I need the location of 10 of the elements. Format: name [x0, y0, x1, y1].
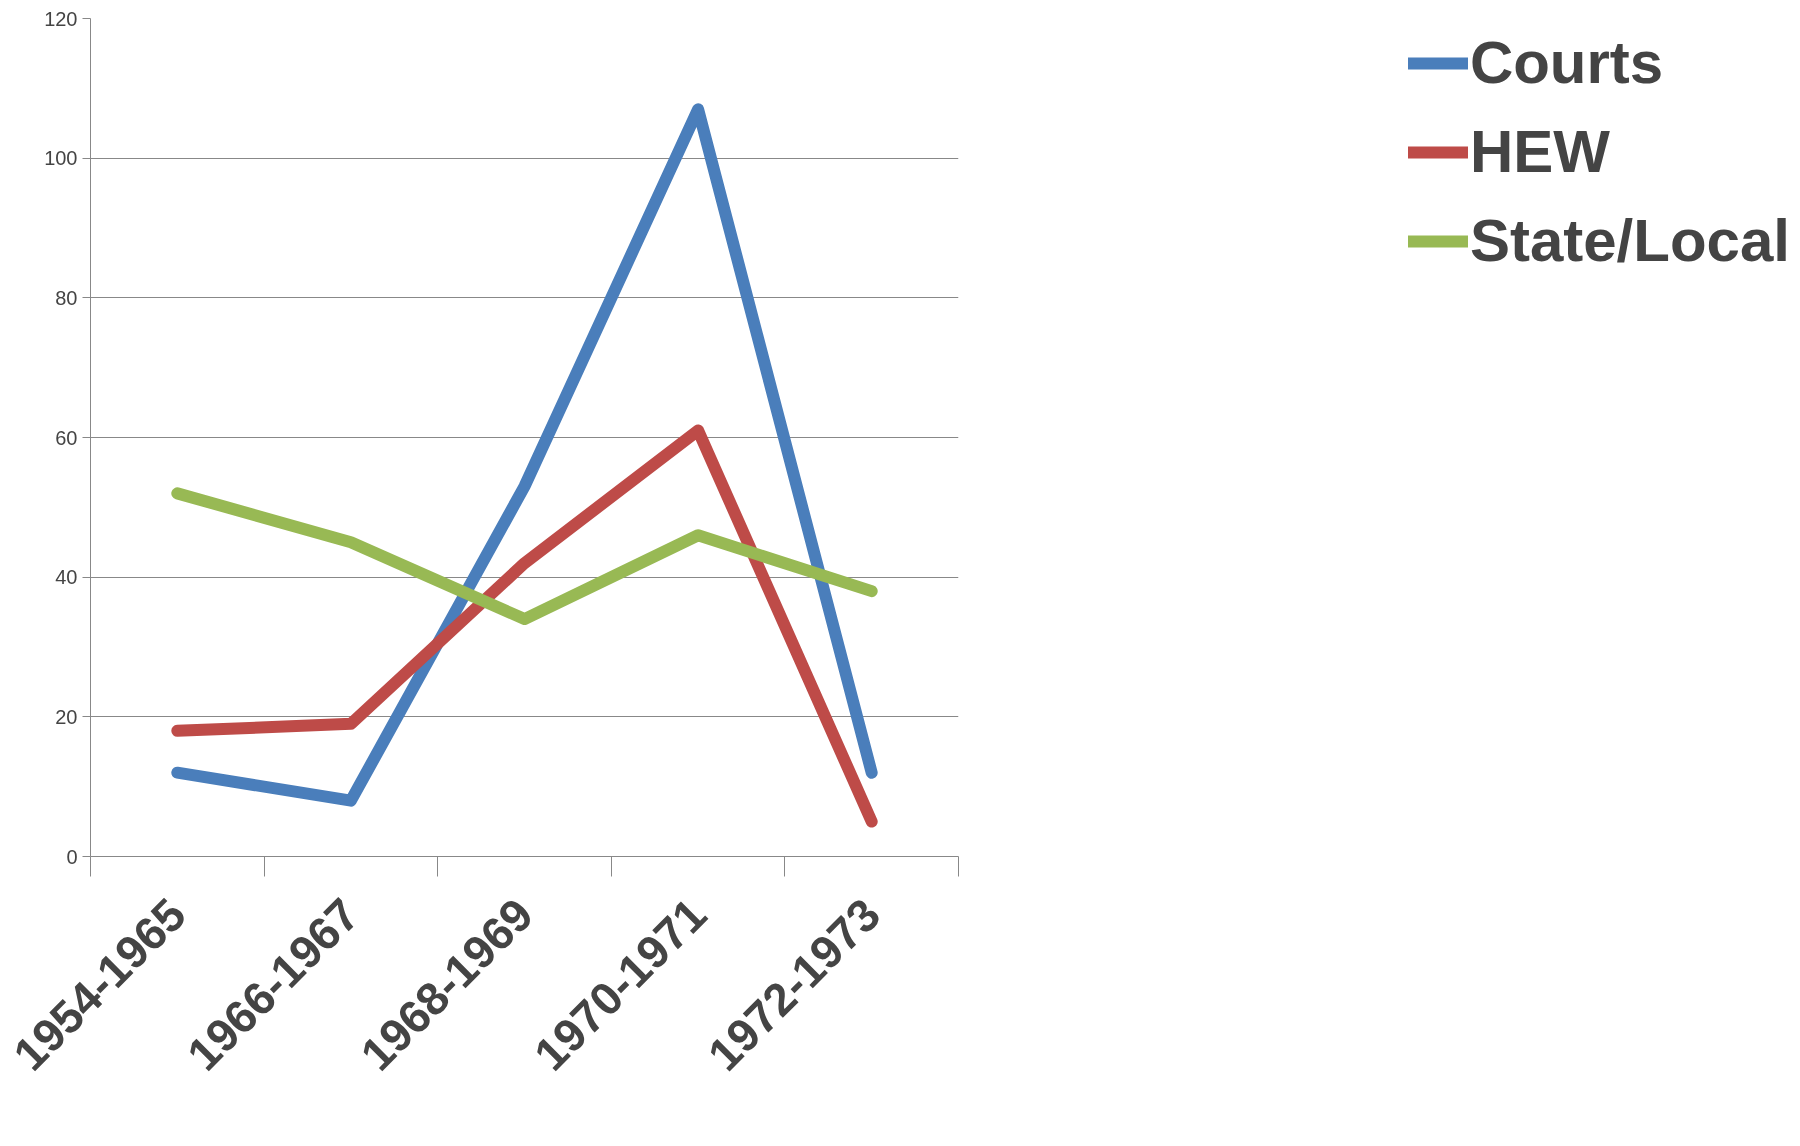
y-tick-label: 60	[55, 426, 78, 449]
y-tick-label: 120	[44, 7, 78, 30]
y-tick-label: 0	[66, 845, 78, 868]
legend-label: Courts	[1469, 28, 1664, 97]
y-tick-label: 80	[55, 286, 78, 309]
legend-label: HEW	[1469, 117, 1610, 186]
y-tick-label: 40	[55, 566, 78, 589]
y-tick-label: 20	[55, 705, 78, 728]
y-tick-label: 100	[44, 147, 78, 170]
legend-label: State/Local	[1469, 206, 1790, 275]
